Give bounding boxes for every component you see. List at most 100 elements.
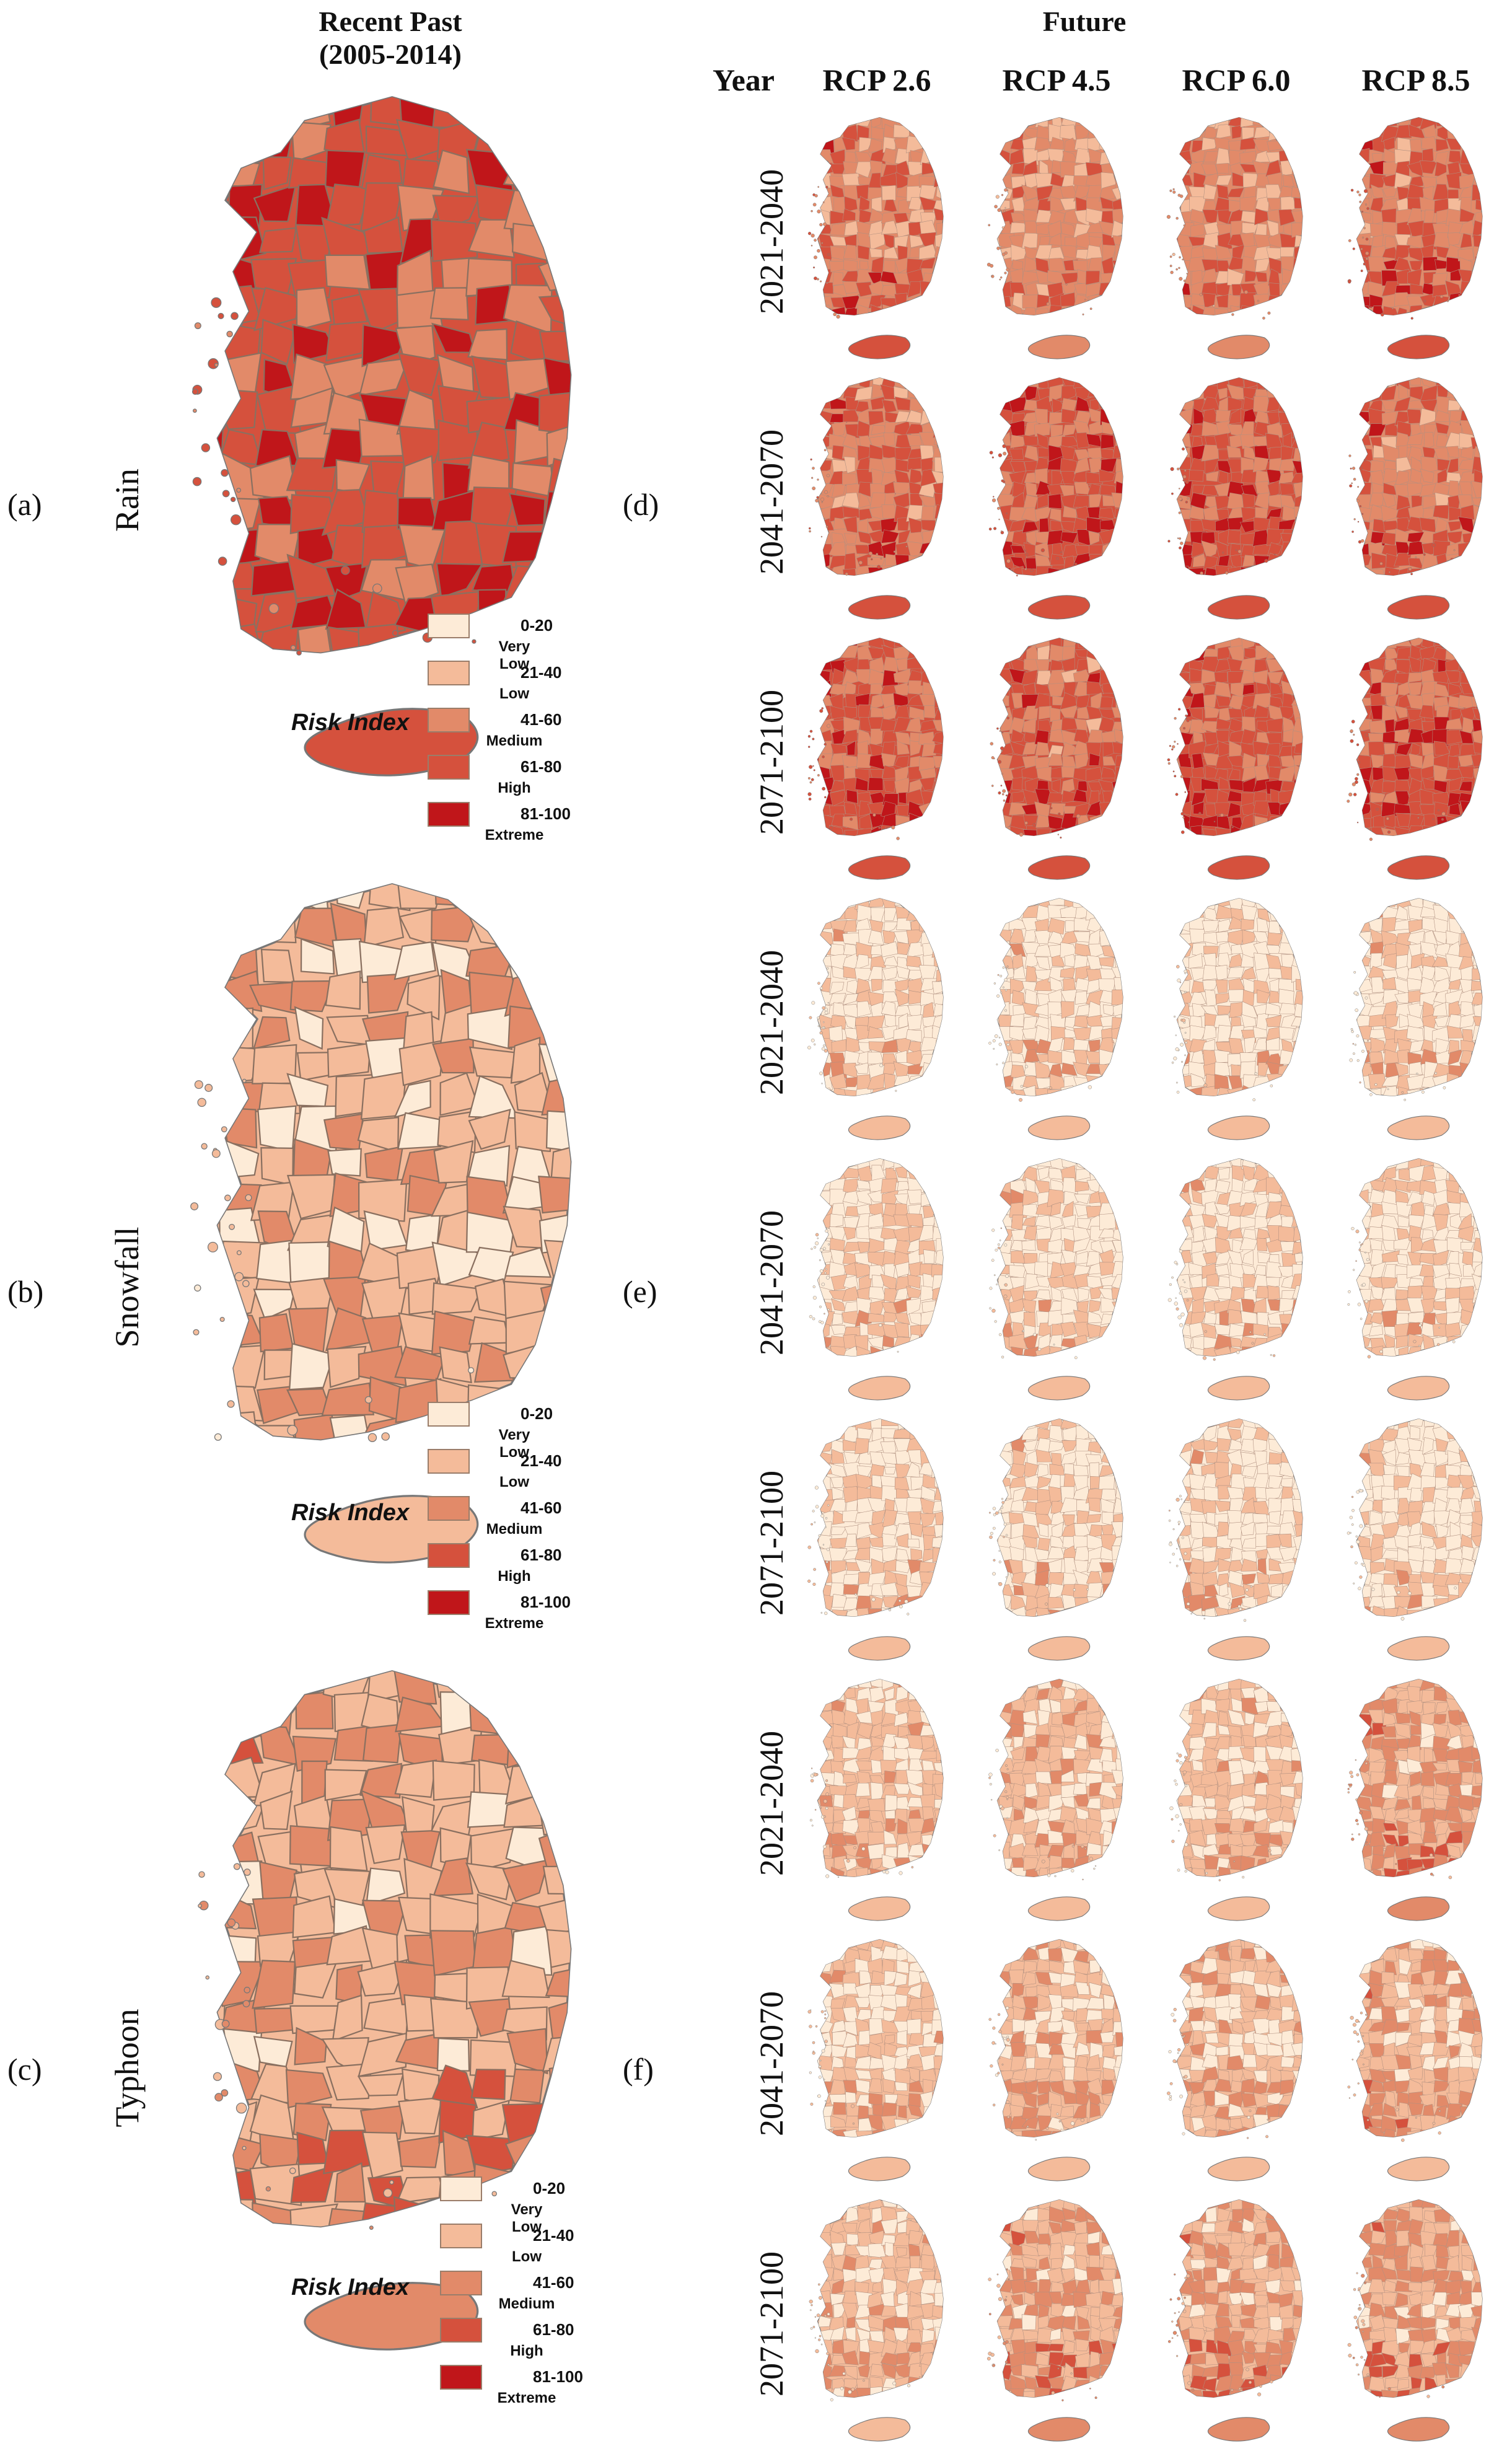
island: [824, 1049, 828, 1053]
district: [1022, 377, 1040, 389]
district: [817, 377, 821, 389]
district: [1434, 801, 1450, 816]
district: [1241, 802, 1256, 816]
district: [1227, 377, 1244, 387]
district: [1098, 1182, 1115, 1195]
island: [1184, 1054, 1186, 1057]
district: [1446, 446, 1459, 458]
district: [1201, 281, 1219, 296]
district: [817, 681, 820, 698]
district: [1278, 411, 1296, 426]
district: [1112, 1322, 1123, 1339]
district: [1010, 545, 1026, 553]
island: [242, 1280, 250, 1288]
district: [855, 281, 872, 297]
district: [1050, 767, 1064, 778]
island: [1002, 1062, 1005, 1065]
district: [1291, 928, 1303, 944]
district: [997, 410, 1001, 426]
legend-item: 61-80 High: [428, 1543, 663, 1590]
district: [1356, 270, 1360, 286]
district: [503, 941, 555, 985]
district: [1112, 543, 1123, 558]
island: [819, 1269, 824, 1273]
island: [372, 583, 382, 594]
district: [997, 161, 1001, 175]
district: [218, 594, 228, 638]
district: [819, 187, 832, 198]
island: [194, 322, 201, 330]
island: [998, 1333, 1002, 1336]
district: [869, 147, 886, 165]
district: [1267, 1299, 1280, 1311]
district: [932, 981, 944, 995]
island: [1184, 991, 1187, 993]
district: [1026, 966, 1037, 982]
district: [1356, 400, 1360, 411]
district: [906, 929, 925, 947]
district: [1470, 150, 1483, 164]
district: [402, 455, 436, 501]
district: [1036, 828, 1052, 836]
district: [1060, 125, 1076, 141]
district: [1256, 1238, 1267, 1252]
korea-map-svg: [1349, 897, 1483, 1140]
district: [1356, 967, 1361, 983]
district: [1241, 1310, 1257, 1326]
district: [1265, 1014, 1282, 1027]
island: [1453, 549, 1456, 552]
island: [879, 1063, 883, 1067]
district: [1457, 766, 1475, 779]
district: [253, 287, 301, 332]
district: [909, 234, 924, 248]
island: [192, 477, 202, 486]
district: [1060, 967, 1076, 979]
district: [1356, 1202, 1373, 1218]
district: [1201, 540, 1218, 559]
district: [1293, 1205, 1303, 1215]
district: [817, 1086, 818, 1096]
district: [1266, 1073, 1283, 1087]
island: [998, 1042, 1002, 1046]
district: [829, 805, 846, 817]
district: [1368, 992, 1386, 1005]
district: [1060, 198, 1076, 211]
district: [936, 967, 944, 982]
district: [332, 1994, 363, 2043]
district: [1356, 1189, 1369, 1203]
district: [432, 97, 477, 129]
district: [470, 2069, 506, 2100]
district: [218, 884, 263, 917]
district: [842, 208, 856, 221]
island: [1000, 785, 1003, 787]
district: [1177, 1241, 1181, 1251]
district: [932, 553, 944, 570]
district: [869, 248, 882, 258]
district: [817, 1041, 821, 1055]
district: [1089, 753, 1101, 766]
island: [815, 498, 819, 503]
district: [1011, 162, 1025, 175]
district: [1382, 705, 1398, 723]
district: [467, 1006, 512, 1050]
korea-map-svg: [1167, 1158, 1303, 1401]
legend-class: Very Low: [498, 1427, 530, 1461]
district: [398, 425, 446, 470]
island: [827, 1308, 830, 1311]
district: [933, 815, 944, 830]
island: [1184, 1281, 1186, 1283]
district: [923, 1249, 935, 1264]
district: [931, 268, 944, 282]
island: [825, 1268, 827, 1270]
island: [1171, 748, 1174, 750]
district: [1177, 1064, 1179, 1076]
island: [825, 1229, 828, 1233]
district: [1088, 306, 1104, 315]
island: [1050, 807, 1053, 810]
district-group: [218, 884, 571, 1440]
district: [506, 1723, 546, 1769]
district: [817, 389, 831, 398]
district: [1446, 729, 1462, 746]
island: [996, 1063, 998, 1066]
district: [1266, 1261, 1282, 1278]
